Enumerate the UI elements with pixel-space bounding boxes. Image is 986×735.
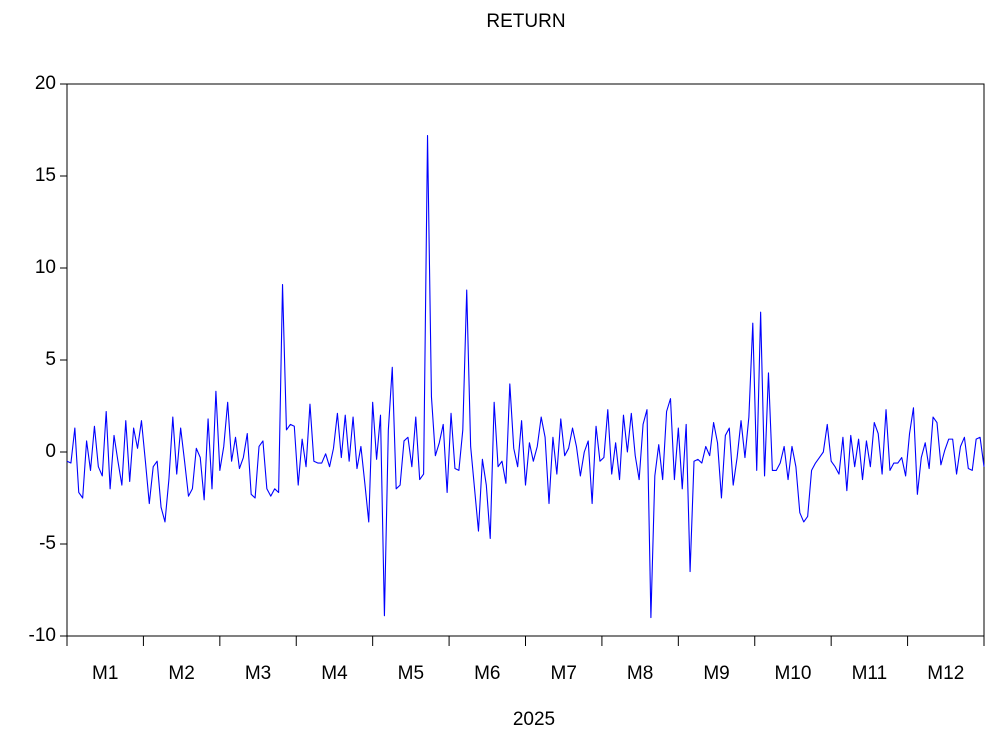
x-tick-label: M1 xyxy=(92,663,118,684)
data-line xyxy=(66,134,985,619)
x-tick-label: M9 xyxy=(703,663,729,684)
x-tick-label: M4 xyxy=(321,663,348,684)
x-axis-label: 2025 xyxy=(513,709,555,730)
y-tick-label: 10 xyxy=(35,257,56,278)
x-tick-label: M10 xyxy=(774,663,811,684)
x-tick-label: M7 xyxy=(551,663,577,684)
y-tick-label: 15 xyxy=(35,165,56,186)
x-tick-label: M3 xyxy=(245,663,271,684)
y-tick-label: 5 xyxy=(45,349,56,370)
y-tick-label: -10 xyxy=(29,625,56,646)
x-tick-label: M5 xyxy=(398,663,424,684)
x-tick-label: M12 xyxy=(927,663,964,684)
y-tick-label: 20 xyxy=(35,73,56,94)
x-tick-label: M8 xyxy=(627,663,653,684)
x-tick-label: M2 xyxy=(168,663,194,684)
x-tick-label: M11 xyxy=(852,663,888,684)
y-tick-label: 0 xyxy=(45,441,56,462)
x-tick-label: M6 xyxy=(474,663,500,684)
plot-frame xyxy=(66,83,985,637)
y-tick-label: -5 xyxy=(39,533,56,554)
chart-title: RETURN xyxy=(486,11,565,32)
